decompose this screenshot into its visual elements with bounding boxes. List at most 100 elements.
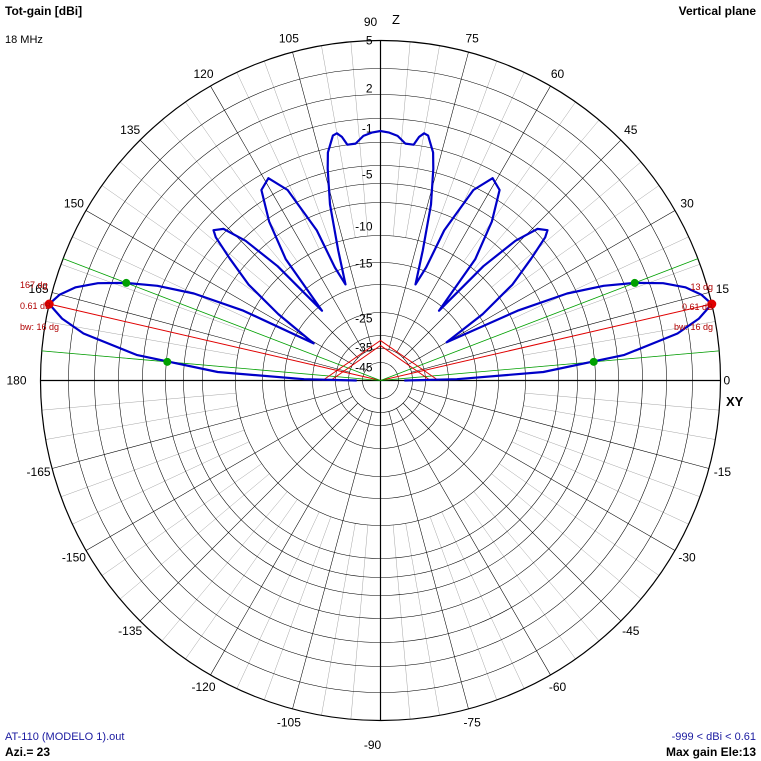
beam-annotation-label: 167 dg	[20, 280, 48, 290]
grid-subspoke	[491, 161, 642, 288]
grid-subspoke	[236, 72, 320, 250]
angle-tick-label: 15	[716, 282, 730, 296]
angle-tick-label: 135	[120, 123, 140, 137]
grid-subspoke	[463, 499, 576, 660]
grid-subspoke	[516, 264, 701, 332]
grid-subspoke	[429, 516, 497, 701]
angle-tick-label: -135	[118, 624, 142, 638]
angle-tick-label: -15	[714, 465, 732, 479]
angle-tick-label: 0	[724, 374, 731, 388]
half-power-point	[589, 357, 598, 366]
radial-tick-label: -45	[355, 361, 373, 375]
beam-annotation-label: 0.61 dB	[682, 302, 713, 312]
grid-subspoke	[45, 321, 238, 356]
grid-spoke	[292, 52, 373, 350]
grid-subspoke	[60, 264, 245, 332]
angle-tick-label: -150	[62, 551, 86, 565]
grid-subspoke	[523, 321, 716, 356]
grid-spoke	[396, 408, 551, 676]
file-name: AT-110 (MODELO 1).out	[5, 731, 125, 743]
frequency-label: 18 MHz	[5, 34, 43, 46]
angle-tick-label: -45	[622, 624, 640, 638]
angle-tick-label: -75	[463, 715, 481, 729]
grid-subspoke	[321, 523, 356, 716]
half-power-point	[122, 278, 131, 287]
grid-subspoke	[463, 101, 576, 262]
grid-subspoke	[119, 473, 270, 600]
grid-spoke	[408, 396, 676, 551]
beam-annotation-label: bw: 16 dg	[674, 322, 713, 332]
angle-tick-label: 75	[465, 32, 479, 46]
grid-subspoke	[72, 441, 250, 525]
radial-tick-label: -15	[355, 257, 373, 271]
grid-subspoke	[511, 236, 689, 320]
grid-subspoke	[41, 392, 237, 411]
grid-subspoke	[185, 499, 298, 660]
grid-subspoke	[523, 405, 716, 440]
grid-spoke	[52, 292, 350, 373]
grid-spoke	[388, 52, 469, 350]
grid-spoke	[210, 408, 365, 676]
grid-spoke	[411, 292, 709, 373]
z-axis-label: Z	[392, 12, 400, 27]
grid-subspoke	[405, 45, 440, 238]
grid-spoke	[139, 139, 359, 359]
angle-tick-label: 150	[64, 197, 84, 211]
grid-spoke	[402, 139, 622, 359]
angle-tick-label: 45	[624, 123, 638, 137]
angle-tick-label: 105	[279, 32, 299, 46]
grid-subspoke	[264, 516, 332, 701]
angle-tick-label: -105	[277, 715, 301, 729]
half-power-line	[380, 258, 699, 381]
grid-subspoke	[185, 101, 298, 262]
angle-tick-label: -90	[364, 738, 382, 752]
radial-tick-label: -10	[355, 220, 373, 234]
beam-annotation-label: 13 dg	[690, 282, 713, 292]
grid-subspoke	[119, 161, 270, 288]
radial-tick-label: -35	[355, 341, 373, 355]
grid-subspoke	[60, 429, 245, 497]
half-power-point	[163, 357, 172, 366]
grid-spoke	[210, 85, 365, 353]
grid-subspoke	[101, 463, 262, 576]
grid-spoke	[85, 396, 353, 551]
grid-subspoke	[236, 511, 320, 689]
grid-subspoke	[161, 491, 288, 642]
angle-tick-label: -60	[549, 680, 567, 694]
chart-title: Tot-gain [dBi]	[5, 4, 83, 18]
max-gain-point	[44, 299, 54, 309]
plane-label: Vertical plane	[678, 4, 756, 18]
angle-tick-labels: 0 15 30 45 60 75 90 105 120 135 150 165 180 -165 -150 -…	[6, 15, 731, 752]
grid-subspoke	[161, 119, 288, 270]
grid-subspoke	[101, 185, 262, 298]
grid-subspoke	[473, 119, 600, 270]
gain-range: -999 < dBi < 0.61	[671, 731, 756, 743]
grid-spoke	[52, 388, 350, 469]
radial-tick-label: 5	[366, 34, 373, 48]
grid-spoke	[402, 402, 622, 622]
grid-subspoke	[473, 491, 600, 642]
grid-subspoke	[441, 511, 525, 689]
grid-subspoke	[72, 236, 250, 320]
half-power-line	[380, 350, 720, 381]
radial-tick-label: -25	[355, 312, 373, 326]
radial-tick-label: 2	[366, 82, 373, 96]
half-power-line	[41, 350, 381, 381]
beam-chevron-inner	[330, 344, 431, 381]
angle-tick-label: 60	[551, 67, 565, 81]
angle-tick-label: -30	[678, 551, 696, 565]
angle-tick-label: 180	[6, 374, 26, 388]
angle-tick-label: 165	[29, 282, 49, 296]
grid-subspoke	[429, 60, 497, 245]
angle-tick-label: 120	[193, 67, 213, 81]
angle-tick-label: 90	[364, 15, 378, 29]
beam-annotation-label: bw: 16 dg	[20, 322, 59, 332]
grid-subspoke	[516, 429, 701, 497]
beam-chevron-outer	[322, 339, 439, 381]
radial-tick-labels: 5 2 -1 -5 -10 -15 -25 -35 -45	[355, 34, 373, 375]
beam-direction-line	[49, 303, 381, 381]
grid-spoke	[411, 388, 709, 469]
beam-markers	[41, 258, 720, 381]
marker-points	[44, 278, 717, 366]
grid-subspoke	[392, 524, 411, 720]
